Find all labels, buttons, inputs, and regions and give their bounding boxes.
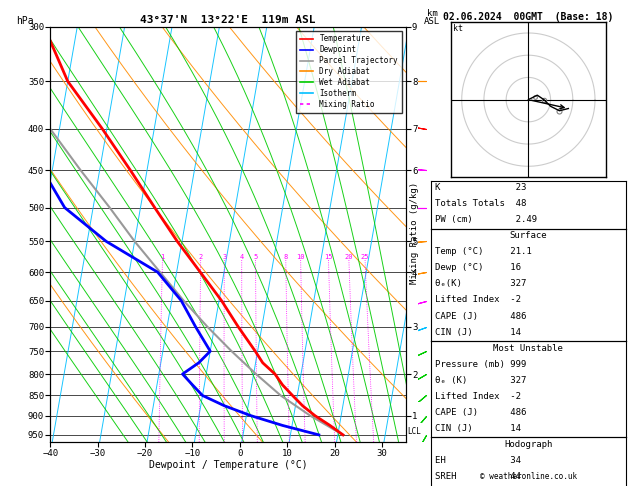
Title: 43°37'N  13°22'E  119m ASL: 43°37'N 13°22'E 119m ASL — [140, 15, 316, 25]
Text: © weatheronline.co.uk: © weatheronline.co.uk — [480, 472, 577, 481]
Text: 15: 15 — [324, 254, 333, 260]
Text: PW (cm)        2.49: PW (cm) 2.49 — [435, 215, 537, 224]
Text: Surface: Surface — [509, 231, 547, 240]
Text: 20: 20 — [345, 254, 353, 260]
Text: 10: 10 — [296, 254, 305, 260]
Text: kt: kt — [453, 24, 463, 33]
Text: θₑ (K)        327: θₑ (K) 327 — [435, 376, 526, 384]
Text: Hodograph: Hodograph — [504, 440, 552, 449]
Text: Mixing Ratio (g/kg): Mixing Ratio (g/kg) — [410, 182, 419, 284]
Text: Temp (°C)     21.1: Temp (°C) 21.1 — [435, 247, 532, 256]
Text: CAPE (J)      486: CAPE (J) 486 — [435, 408, 526, 417]
Text: CIN (J)       14: CIN (J) 14 — [435, 328, 521, 336]
Text: Totals Totals  48: Totals Totals 48 — [435, 199, 526, 208]
Text: K              23: K 23 — [435, 183, 526, 192]
Text: EH            34: EH 34 — [435, 456, 521, 465]
Text: 4: 4 — [240, 254, 244, 260]
Text: Lifted Index  -2: Lifted Index -2 — [435, 392, 521, 400]
Text: 8: 8 — [284, 254, 288, 260]
Legend: Temperature, Dewpoint, Parcel Trajectory, Dry Adiabat, Wet Adiabat, Isotherm, Mi: Temperature, Dewpoint, Parcel Trajectory… — [296, 31, 402, 113]
Text: CIN (J)       14: CIN (J) 14 — [435, 424, 521, 433]
Text: 25: 25 — [361, 254, 369, 260]
Text: 5: 5 — [253, 254, 258, 260]
Text: CAPE (J)      486: CAPE (J) 486 — [435, 312, 526, 320]
Text: SREH          44: SREH 44 — [435, 472, 521, 481]
Text: 2: 2 — [199, 254, 203, 260]
Text: θₑ(K)         327: θₑ(K) 327 — [435, 279, 526, 288]
X-axis label: Dewpoint / Temperature (°C): Dewpoint / Temperature (°C) — [148, 460, 308, 470]
Text: km
ASL: km ASL — [425, 9, 440, 26]
Text: hPa: hPa — [16, 16, 34, 26]
Text: Most Unstable: Most Unstable — [493, 344, 564, 352]
Text: Pressure (mb) 999: Pressure (mb) 999 — [435, 360, 526, 368]
Text: Lifted Index  -2: Lifted Index -2 — [435, 295, 521, 304]
Text: 3: 3 — [222, 254, 226, 260]
Text: 1: 1 — [160, 254, 165, 260]
Text: LCL: LCL — [408, 427, 421, 435]
Text: Dewp (°C)     16: Dewp (°C) 16 — [435, 263, 521, 272]
Text: 02.06.2024  00GMT  (Base: 18): 02.06.2024 00GMT (Base: 18) — [443, 12, 613, 22]
